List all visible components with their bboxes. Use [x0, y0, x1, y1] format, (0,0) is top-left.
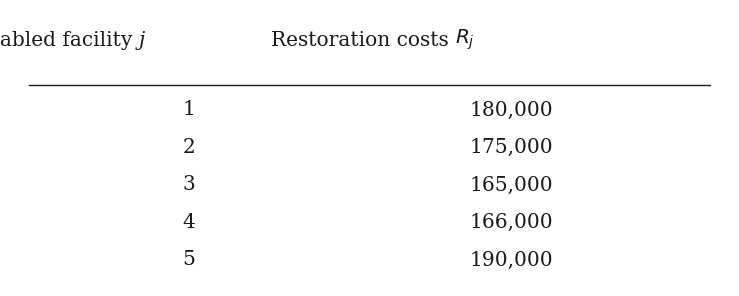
Text: 5: 5 [182, 250, 195, 269]
Text: Restoration costs: Restoration costs [270, 30, 454, 49]
Text: 2: 2 [183, 138, 195, 157]
Text: 165,000: 165,000 [469, 176, 554, 194]
Text: Disabled facility: Disabled facility [0, 30, 139, 49]
Text: 1: 1 [182, 100, 195, 119]
Text: $R_j$: $R_j$ [454, 28, 474, 52]
Text: 190,000: 190,000 [469, 250, 554, 269]
Text: 180,000: 180,000 [469, 100, 554, 119]
Text: 3: 3 [183, 176, 195, 194]
Text: 4: 4 [183, 213, 195, 232]
Text: 175,000: 175,000 [469, 138, 554, 157]
Text: 166,000: 166,000 [469, 213, 554, 232]
Text: j: j [139, 30, 145, 49]
